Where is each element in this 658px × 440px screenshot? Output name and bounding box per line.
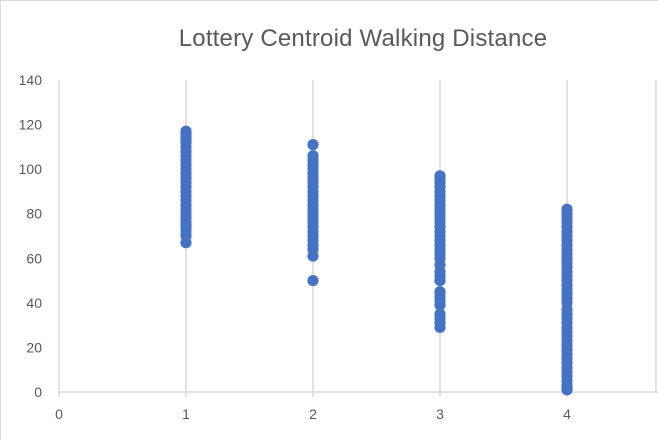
x-tick-label: 2	[309, 406, 317, 422]
y-tick-label: 80	[26, 206, 42, 222]
x-tick-label: 3	[436, 406, 444, 422]
data-point	[561, 203, 573, 215]
y-tick-label: 140	[19, 72, 43, 88]
y-tick-label: 0	[34, 384, 42, 400]
data-point	[180, 125, 192, 137]
y-tick-label: 20	[26, 339, 42, 355]
y-tick-label: 100	[19, 161, 43, 177]
data-point	[307, 150, 319, 162]
data-point	[434, 308, 446, 320]
data-point	[434, 286, 446, 298]
chart-title: Lottery Centroid Walking Distance	[178, 25, 548, 52]
y-tick-label: 60	[26, 250, 42, 266]
data-point	[434, 170, 446, 182]
x-tick-label: 0	[55, 406, 63, 422]
y-tick-label: 120	[19, 117, 43, 133]
x-tick-label: 4	[563, 406, 571, 422]
data-point	[307, 274, 319, 287]
x-tick-label: 1	[182, 406, 190, 422]
y-tick-label: 40	[26, 295, 42, 311]
data-point	[307, 139, 319, 151]
